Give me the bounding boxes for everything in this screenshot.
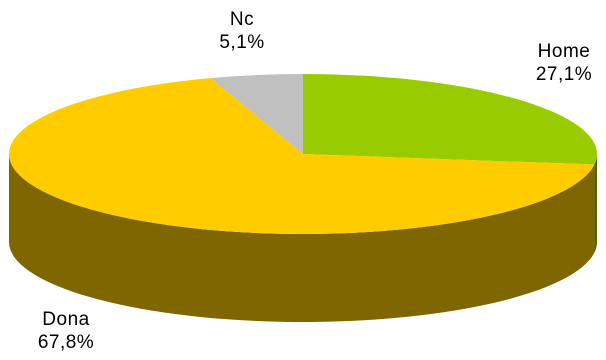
pie-side-dona bbox=[9, 154, 595, 323]
pie-sides bbox=[9, 154, 597, 323]
slice-value-home: 27,1% bbox=[535, 64, 593, 85]
slice-label-home: Home 27,1% bbox=[522, 40, 606, 86]
slice-label-dona: Dona 67,8% bbox=[24, 308, 108, 354]
slice-value-nc: 5,1% bbox=[219, 32, 265, 53]
pie-slice-nc bbox=[210, 74, 303, 154]
slice-value-dona: 67,8% bbox=[37, 332, 95, 353]
slice-name-nc: Nc bbox=[229, 9, 255, 30]
slice-name-home: Home bbox=[537, 41, 591, 62]
slice-name-dona: Dona bbox=[42, 309, 90, 330]
pie-slice-home bbox=[303, 74, 598, 165]
slice-label-nc: Nc 5,1% bbox=[198, 8, 286, 54]
pie-slice-dona bbox=[9, 78, 595, 235]
pie-side-home bbox=[594, 154, 597, 253]
pie-tops bbox=[9, 74, 598, 235]
